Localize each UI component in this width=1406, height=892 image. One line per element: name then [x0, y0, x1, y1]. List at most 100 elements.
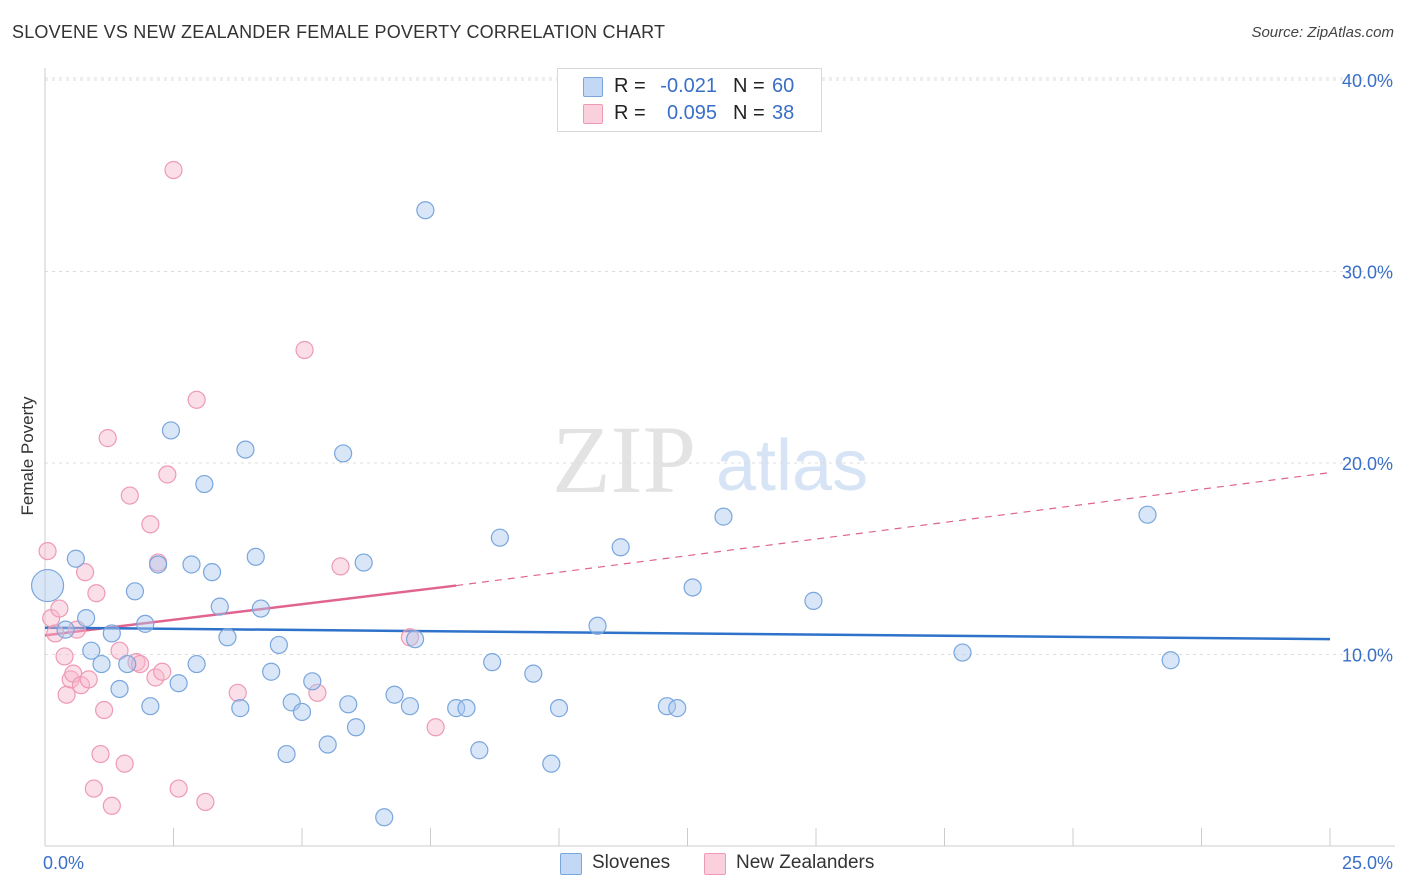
point-slovenes — [269, 635, 288, 655]
point-slovenes — [303, 672, 322, 691]
watermark-atlas: atlas — [716, 426, 868, 506]
point-slovenes — [714, 507, 733, 526]
point-new-zealanders — [308, 683, 327, 702]
point-slovenes — [457, 699, 476, 718]
point-new-zealanders — [75, 563, 95, 582]
point-slovenes — [292, 702, 312, 722]
point-slovenes — [236, 440, 255, 459]
point-new-zealanders — [110, 641, 129, 660]
point-slovenes — [405, 630, 425, 649]
series-swatch-pink — [704, 853, 726, 875]
point-slovenes — [82, 641, 101, 660]
point-new-zealanders — [130, 654, 150, 674]
point-new-zealanders — [331, 557, 350, 576]
point-new-zealanders — [115, 754, 134, 773]
point-new-zealanders — [87, 584, 106, 603]
point-slovenes — [668, 699, 687, 718]
legend-n-label: N = — [733, 102, 765, 124]
point-slovenes — [161, 421, 181, 440]
correlation-legend: R = -0.021 N = 60 R = 0.095 N = 38 — [557, 68, 822, 132]
y-tick-label: 10.0% — [1342, 646, 1393, 666]
point-new-zealanders — [295, 340, 314, 360]
grid — [45, 77, 1395, 655]
y-axis-label: Female Poverty — [18, 396, 37, 516]
point-new-zealanders — [141, 515, 160, 534]
legend-n-label: N = — [733, 75, 765, 97]
legend-swatch-pink — [583, 104, 603, 124]
legend-n-value: 38 — [772, 102, 795, 124]
point-new-zealanders — [102, 796, 121, 815]
point-new-zealanders — [79, 670, 98, 689]
legend-swatch-blue — [583, 77, 603, 97]
y-tick-label: 30.0% — [1342, 263, 1393, 283]
point-slovenes — [169, 674, 188, 693]
point-slovenes — [542, 754, 561, 773]
point-slovenes — [118, 654, 137, 674]
point-slovenes — [416, 201, 435, 220]
point-slovenes — [77, 609, 96, 628]
source-label: Source: ZipAtlas.com — [1251, 24, 1394, 41]
trend-line-slovenes — [44, 626, 1331, 641]
legend-r-value: 0.095 — [666, 102, 717, 124]
chart-title: SLOVENE VS NEW ZEALANDER FEMALE POVERTY … — [12, 22, 666, 42]
point-slovenes — [136, 614, 155, 633]
point-slovenes — [246, 547, 265, 566]
point-new-zealanders — [196, 792, 215, 812]
point-slovenes — [354, 553, 373, 572]
point-slovenes — [148, 555, 168, 574]
point-slovenes — [385, 685, 404, 704]
point-slovenes — [110, 679, 129, 699]
point-new-zealanders — [169, 779, 188, 798]
legend-r-label: R = — [614, 75, 646, 97]
point-slovenes — [56, 620, 75, 639]
point-slovenes — [30, 568, 65, 603]
point-new-zealanders — [50, 599, 69, 618]
trend-line-new-zealanders-dashed — [456, 471, 1331, 587]
point-new-zealanders — [84, 779, 103, 798]
point-new-zealanders — [91, 744, 110, 764]
point-new-zealanders — [38, 541, 57, 561]
y-tick-label: 20.0% — [1342, 454, 1393, 474]
series-label-new-zealanders: New Zealanders — [736, 852, 875, 873]
point-slovenes — [141, 697, 160, 716]
point-slovenes — [1161, 651, 1180, 670]
x-tick-label-min: 0.0% — [43, 853, 84, 873]
point-slovenes — [231, 699, 250, 718]
point-new-zealanders — [187, 390, 206, 409]
point-slovenes — [202, 563, 222, 582]
series-label-slovenes: Slovenes — [592, 852, 671, 873]
point-slovenes — [804, 591, 823, 610]
new-zealanders-points — [38, 160, 445, 815]
point-new-zealanders — [98, 429, 117, 448]
point-slovenes — [277, 744, 296, 764]
point-slovenes — [182, 555, 201, 574]
point-slovenes — [1138, 505, 1157, 524]
legend-r-value: -0.021 — [660, 75, 717, 97]
trend-lines — [44, 471, 1331, 641]
point-new-zealanders — [164, 160, 183, 180]
point-new-zealanders — [228, 683, 247, 702]
tick-labels: 10.0% 20.0% 30.0% 40.0% 0.0% 25.0% — [43, 71, 1393, 873]
point-slovenes — [218, 628, 237, 647]
point-slovenes — [588, 616, 607, 635]
point-slovenes — [470, 741, 489, 760]
point-slovenes — [611, 538, 630, 557]
point-new-zealanders — [426, 718, 445, 737]
point-slovenes — [102, 624, 121, 643]
slovenes-points — [30, 201, 1180, 827]
point-new-zealanders — [120, 486, 139, 505]
point-new-zealanders — [55, 647, 74, 666]
point-slovenes — [524, 664, 543, 683]
point-new-zealanders — [57, 685, 76, 704]
axes — [44, 68, 1395, 847]
point-new-zealanders — [46, 624, 65, 643]
point-slovenes — [400, 697, 420, 716]
point-slovenes — [262, 662, 281, 681]
point-slovenes — [195, 474, 214, 494]
point-slovenes — [210, 597, 229, 616]
point-slovenes — [125, 582, 145, 601]
series-swatch-blue — [560, 853, 582, 875]
watermark-zip: ZIP — [552, 406, 696, 513]
point-slovenes — [187, 654, 206, 674]
